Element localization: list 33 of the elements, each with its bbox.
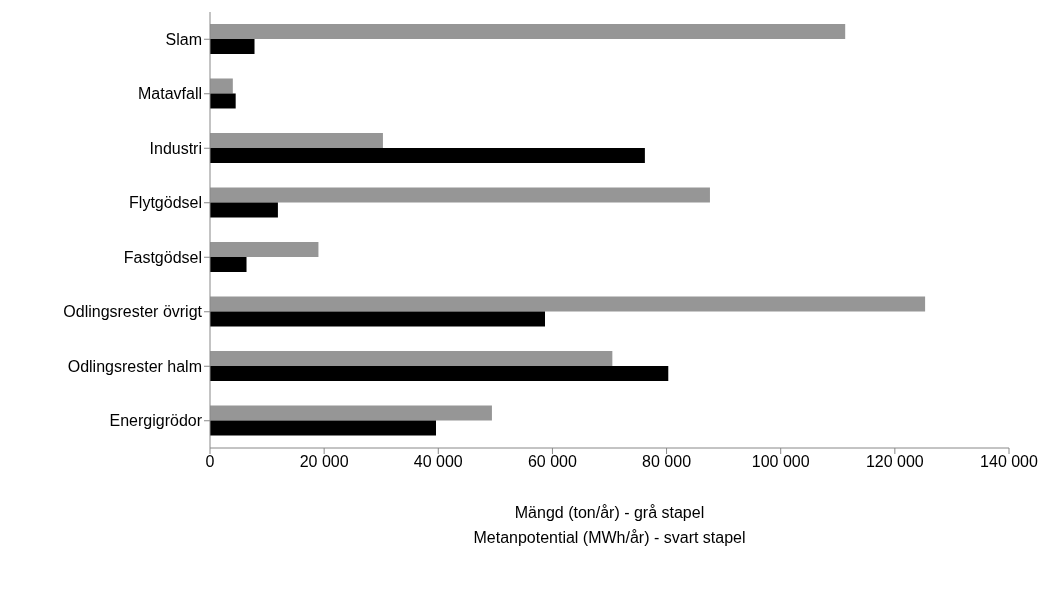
bar — [210, 132, 383, 148]
y-tick-label: Odlingsrester övrigt — [63, 303, 203, 321]
bar — [210, 365, 669, 381]
bar — [210, 147, 645, 163]
bar — [210, 405, 492, 421]
y-tick-label: Odlingsrester halm — [67, 357, 202, 375]
y-tick-label: Matavfall — [137, 85, 202, 103]
y-tick-label: Industri — [149, 139, 202, 157]
x-tick-label: 80 000 — [642, 453, 692, 471]
x-tick-label: 100 000 — [751, 453, 810, 471]
x-axis-title: Mängd (ton/år) - grå stapel Metanpotential (MWh/år) - svart stapel — [472, 503, 747, 548]
bar — [210, 187, 710, 203]
bar — [210, 93, 236, 109]
x-tick-label: 60 000 — [527, 453, 577, 471]
x-tick-label: 140 000 — [980, 453, 1039, 471]
x-tick-label: 0 — [205, 453, 215, 471]
bar — [210, 23, 846, 39]
bar — [210, 202, 278, 218]
bar — [210, 256, 247, 272]
bar — [210, 420, 436, 436]
y-tick-label: Flytgödsel — [129, 194, 202, 212]
y-tick-label: Slam — [165, 30, 202, 48]
y-tick-label: Fastgödsel — [123, 248, 202, 266]
x-tick-label: 40 000 — [413, 453, 463, 471]
bar — [210, 241, 319, 257]
bar — [210, 38, 255, 54]
x-tick-label: 120 000 — [865, 453, 924, 471]
bar — [210, 78, 233, 94]
y-tick-label: Energigrödor — [109, 412, 203, 430]
x-tick-label: 20 000 — [299, 453, 349, 471]
bar — [210, 311, 546, 327]
bar — [210, 350, 613, 366]
bar — [210, 296, 926, 312]
